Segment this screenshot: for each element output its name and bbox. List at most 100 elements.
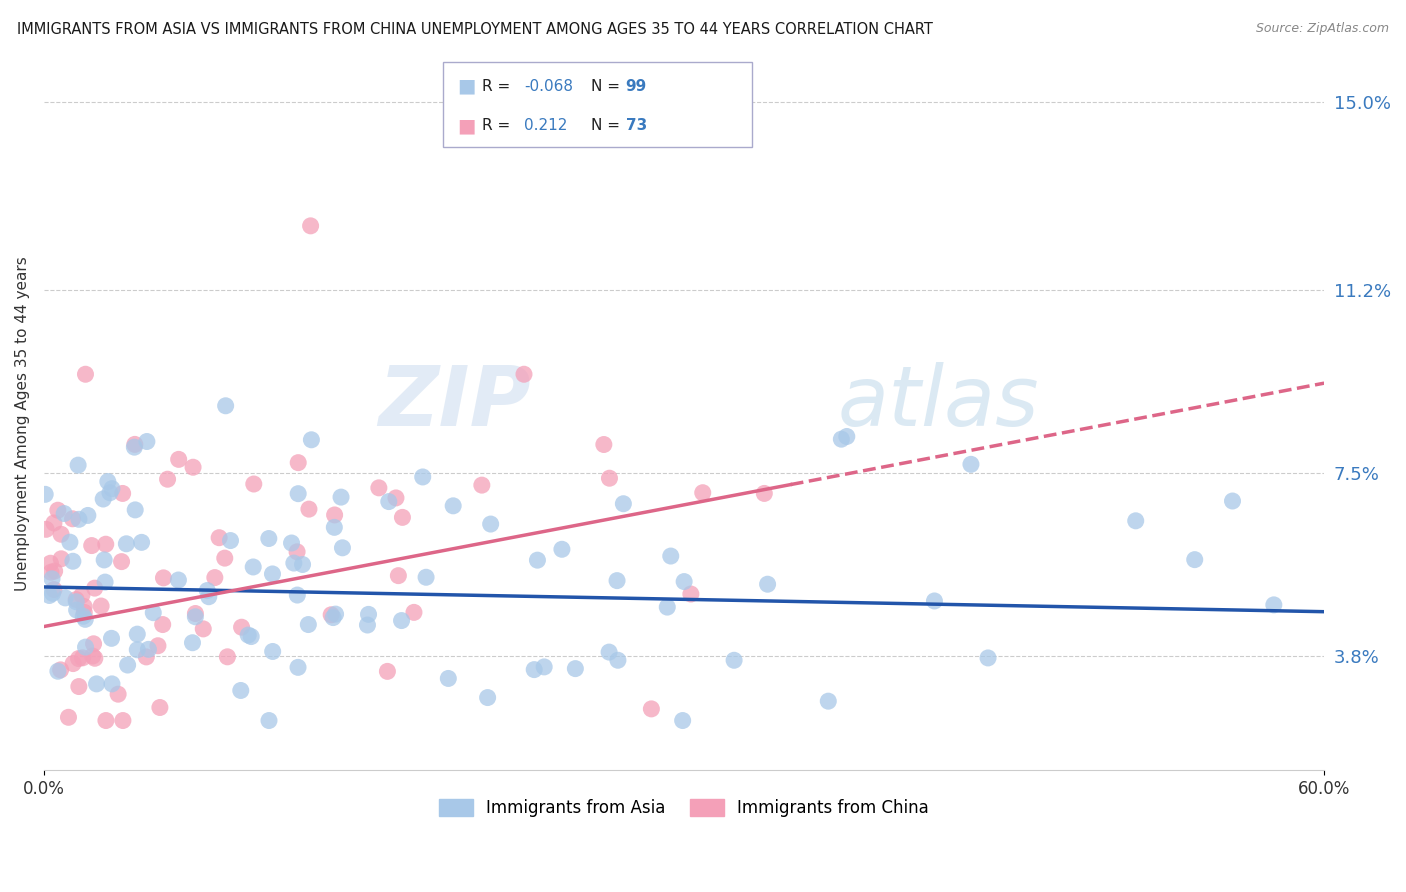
Point bbox=[387, 568, 409, 582]
Point bbox=[287, 486, 309, 500]
Point bbox=[262, 566, 284, 581]
Point bbox=[67, 512, 90, 526]
Point bbox=[67, 458, 90, 472]
Point bbox=[124, 503, 146, 517]
Point bbox=[231, 620, 253, 634]
Point bbox=[51, 551, 73, 566]
Text: ■: ■ bbox=[457, 77, 475, 95]
Text: Source: ZipAtlas.com: Source: ZipAtlas.com bbox=[1256, 22, 1389, 36]
Point bbox=[111, 486, 134, 500]
Point bbox=[330, 490, 353, 504]
Point bbox=[285, 545, 308, 559]
Point bbox=[149, 700, 172, 714]
Point bbox=[1263, 598, 1285, 612]
Point bbox=[592, 437, 614, 451]
Point bbox=[156, 472, 179, 486]
Point bbox=[564, 662, 586, 676]
Point bbox=[62, 512, 84, 526]
Point bbox=[167, 452, 190, 467]
Point bbox=[44, 564, 66, 578]
Point bbox=[83, 651, 105, 665]
Point bbox=[35, 522, 58, 536]
Point bbox=[960, 458, 983, 472]
Point bbox=[167, 573, 190, 587]
Point bbox=[479, 517, 502, 532]
Point bbox=[94, 575, 117, 590]
Point bbox=[1222, 494, 1244, 508]
Point bbox=[100, 632, 122, 646]
Point bbox=[72, 609, 94, 624]
Point bbox=[146, 639, 169, 653]
Point bbox=[291, 558, 314, 572]
Point bbox=[526, 553, 548, 567]
Point bbox=[193, 622, 215, 636]
Point bbox=[107, 687, 129, 701]
Point bbox=[65, 592, 87, 607]
Point bbox=[131, 535, 153, 549]
Point bbox=[97, 475, 120, 489]
Point bbox=[830, 432, 852, 446]
Point bbox=[98, 485, 121, 500]
Point bbox=[142, 606, 165, 620]
Point bbox=[367, 481, 389, 495]
Point bbox=[679, 587, 702, 601]
Point bbox=[242, 560, 264, 574]
Point bbox=[437, 672, 460, 686]
Point bbox=[67, 680, 90, 694]
Point bbox=[322, 610, 344, 624]
Point bbox=[606, 653, 628, 667]
Point bbox=[59, 535, 82, 549]
Point bbox=[93, 553, 115, 567]
Point bbox=[80, 539, 103, 553]
Point bbox=[240, 630, 263, 644]
Point bbox=[75, 640, 97, 654]
Point bbox=[117, 658, 139, 673]
Point bbox=[217, 649, 239, 664]
Point bbox=[62, 657, 84, 671]
Point bbox=[378, 494, 401, 508]
Point bbox=[415, 570, 437, 584]
Point bbox=[124, 440, 146, 454]
Point bbox=[34, 487, 56, 501]
Point bbox=[640, 702, 662, 716]
Point bbox=[924, 594, 946, 608]
Point bbox=[42, 516, 65, 530]
Text: 99: 99 bbox=[626, 78, 647, 94]
Point bbox=[152, 617, 174, 632]
Point bbox=[91, 491, 114, 506]
Point bbox=[533, 660, 555, 674]
Point bbox=[39, 565, 62, 579]
Point bbox=[62, 554, 84, 568]
Point bbox=[692, 485, 714, 500]
Point bbox=[115, 537, 138, 551]
Point bbox=[754, 486, 776, 500]
Point bbox=[82, 648, 104, 663]
Point bbox=[49, 527, 72, 541]
Text: ZIP: ZIP bbox=[378, 362, 530, 443]
Point bbox=[94, 537, 117, 551]
Text: IMMIGRANTS FROM ASIA VS IMMIGRANTS FROM CHINA UNEMPLOYMENT AMONG AGES 35 TO 44 Y: IMMIGRANTS FROM ASIA VS IMMIGRANTS FROM … bbox=[17, 22, 932, 37]
Point bbox=[257, 532, 280, 546]
Point bbox=[94, 714, 117, 728]
Point bbox=[214, 551, 236, 566]
Point bbox=[523, 663, 546, 677]
Point bbox=[391, 614, 413, 628]
Point bbox=[49, 663, 72, 677]
Point bbox=[1184, 552, 1206, 566]
Point bbox=[1125, 514, 1147, 528]
Point bbox=[101, 677, 124, 691]
Point bbox=[75, 368, 97, 382]
Point bbox=[391, 510, 413, 524]
Point bbox=[90, 599, 112, 613]
Point bbox=[53, 507, 76, 521]
Point bbox=[135, 649, 157, 664]
Point bbox=[39, 556, 62, 570]
Point bbox=[477, 690, 499, 705]
Point bbox=[817, 694, 839, 708]
Point bbox=[184, 607, 207, 621]
Point bbox=[332, 541, 354, 555]
Point bbox=[76, 508, 98, 523]
Point bbox=[110, 555, 132, 569]
Point bbox=[67, 651, 90, 665]
Point bbox=[297, 617, 319, 632]
